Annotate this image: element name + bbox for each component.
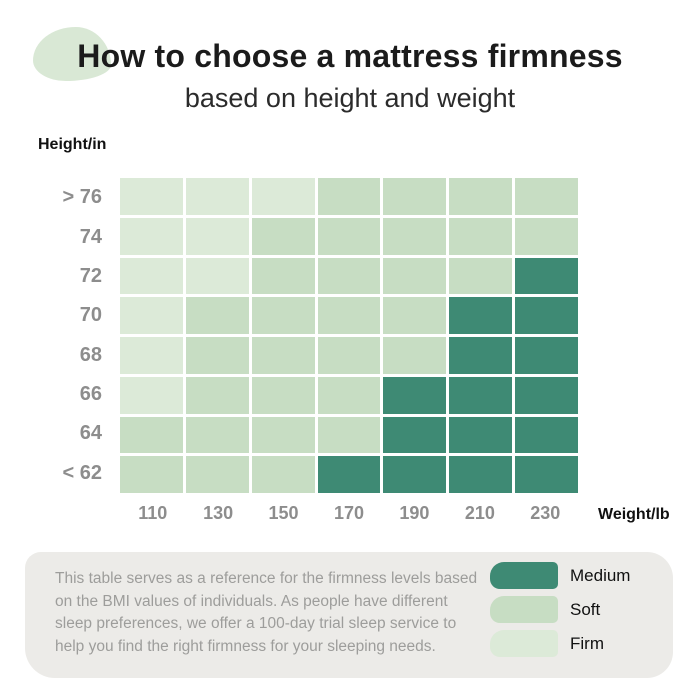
- x-axis-title: Weight/lb: [598, 506, 670, 523]
- y-tick-label: 68: [79, 343, 102, 366]
- heatmap-cell-66-230: [515, 376, 578, 414]
- heatmap-cell-66-130: [185, 376, 249, 414]
- heatmap-cell-66-150: [251, 376, 315, 414]
- heatmap-cell-74-230: [515, 217, 578, 255]
- heatmap-cell-70-210: [449, 297, 513, 334]
- heatmap-cell-64-110: [120, 416, 183, 454]
- legend-item-soft: Soft: [490, 596, 630, 623]
- legend-swatch-medium: [490, 562, 558, 589]
- heatmap-cell-62-150: [251, 456, 315, 493]
- heatmap-cell-70-230: [515, 297, 578, 334]
- y-tick-label: < 62: [62, 461, 102, 484]
- heatmap-cell-68-170: [317, 337, 381, 374]
- y-tick-label: 74: [79, 225, 102, 248]
- heatmap-cell-76-110: [120, 178, 183, 215]
- x-tick-label: 150: [268, 503, 299, 523]
- heatmap-cell-72-230: [515, 257, 578, 295]
- heatmap-cell-72-130: [185, 257, 249, 295]
- footer-panel: [25, 552, 673, 678]
- heatmap-cell-76-150: [251, 178, 315, 215]
- heatmap-cell-64-190: [383, 416, 447, 454]
- heatmap-cell-74-190: [383, 217, 447, 255]
- legend-label-soft: Soft: [570, 599, 601, 619]
- x-tick-label: 230: [530, 503, 561, 523]
- heatmap-cell-66-210: [449, 376, 513, 414]
- heatmap-cell-64-130: [185, 416, 249, 454]
- legend-item-firm: Firm: [490, 630, 630, 657]
- heatmap-cell-72-170: [317, 257, 381, 295]
- y-axis-tick-labels: > 76 74 72 70 68 66 64 < 62: [20, 178, 102, 493]
- heatmap-cell-68-130: [185, 337, 249, 374]
- x-tick-label: 210: [464, 503, 495, 523]
- heatmap-cell-64-210: [449, 416, 513, 454]
- heatmap-cell-70-150: [251, 297, 315, 334]
- y-tick-label: 72: [79, 264, 102, 287]
- x-tick-label: 190: [399, 503, 430, 523]
- heatmap-cell-68-230: [515, 337, 578, 374]
- heatmap-cell-64-150: [251, 416, 315, 454]
- heatmap-cell-72-110: [120, 257, 183, 295]
- heatmap-cell-72-190: [383, 257, 447, 295]
- heatmap-cell-70-110: [120, 297, 183, 334]
- x-axis-tick-labels: 110 130 150 170 190 210 230: [120, 503, 578, 524]
- heatmap-cell-62-210: [449, 456, 513, 493]
- y-tick-label: 66: [79, 383, 102, 406]
- heatmap-cell-62-170: [317, 456, 381, 493]
- x-tick-label: 110: [138, 503, 168, 523]
- firmness-heatmap-grid: [120, 178, 578, 493]
- y-axis-title: Height/in: [38, 136, 107, 153]
- x-tick-label: 130: [203, 503, 234, 523]
- legend: Medium Soft Firm: [490, 562, 630, 657]
- heatmap-cell-76-130: [185, 178, 249, 215]
- heatmap-cell-62-190: [383, 456, 447, 493]
- heatmap-cell-74-210: [449, 217, 513, 255]
- page-subtitle: based on height and weight: [184, 83, 516, 113]
- y-tick-label: 70: [79, 304, 102, 327]
- legend-item-medium: Medium: [490, 562, 630, 589]
- heatmap-cell-72-150: [251, 257, 315, 295]
- heatmap-cell-64-170: [317, 416, 381, 454]
- heatmap-cell-70-130: [185, 297, 249, 334]
- heatmap-cell-76-190: [383, 178, 447, 215]
- heatmap-cell-76-210: [449, 178, 513, 215]
- heatmap-cell-74-150: [251, 217, 315, 255]
- heatmap-cell-68-150: [251, 337, 315, 374]
- y-tick-label: 64: [79, 422, 102, 445]
- heatmap-cell-64-230: [515, 416, 578, 454]
- heatmap-cell-70-190: [383, 297, 447, 334]
- heatmap-cell-76-230: [515, 178, 578, 215]
- heatmap-cell-68-190: [383, 337, 447, 374]
- heatmap-cell-74-110: [120, 217, 183, 255]
- legend-label-medium: Medium: [570, 565, 631, 585]
- heatmap-cell-62-230: [515, 456, 578, 493]
- legend-label-firm: Firm: [570, 633, 604, 653]
- leaf-decoration-icon: [33, 27, 111, 81]
- heatmap-cell-68-110: [120, 337, 183, 374]
- y-tick-label: > 76: [62, 186, 102, 209]
- heatmap-cell-62-110: [120, 456, 183, 493]
- legend-swatch-firm: [490, 630, 558, 657]
- heatmap-cell-76-170: [317, 178, 381, 215]
- heatmap-cell-74-170: [317, 217, 381, 255]
- heatmap-cell-66-110: [120, 376, 183, 414]
- heatmap-cell-66-190: [383, 376, 447, 414]
- legend-swatch-soft: [490, 596, 558, 623]
- heatmap-cell-62-130: [185, 456, 249, 493]
- page-title: How to choose a mattress firmness: [77, 38, 623, 74]
- heatmap-cell-74-130: [185, 217, 249, 255]
- heatmap-cell-66-170: [317, 376, 381, 414]
- heatmap-cell-68-210: [449, 337, 513, 374]
- heatmap-cell-72-210: [449, 257, 513, 295]
- x-tick-label: 170: [333, 503, 365, 523]
- heatmap-cell-70-170: [317, 297, 381, 334]
- footer-note: This table serves as a reference for the…: [55, 570, 478, 655]
